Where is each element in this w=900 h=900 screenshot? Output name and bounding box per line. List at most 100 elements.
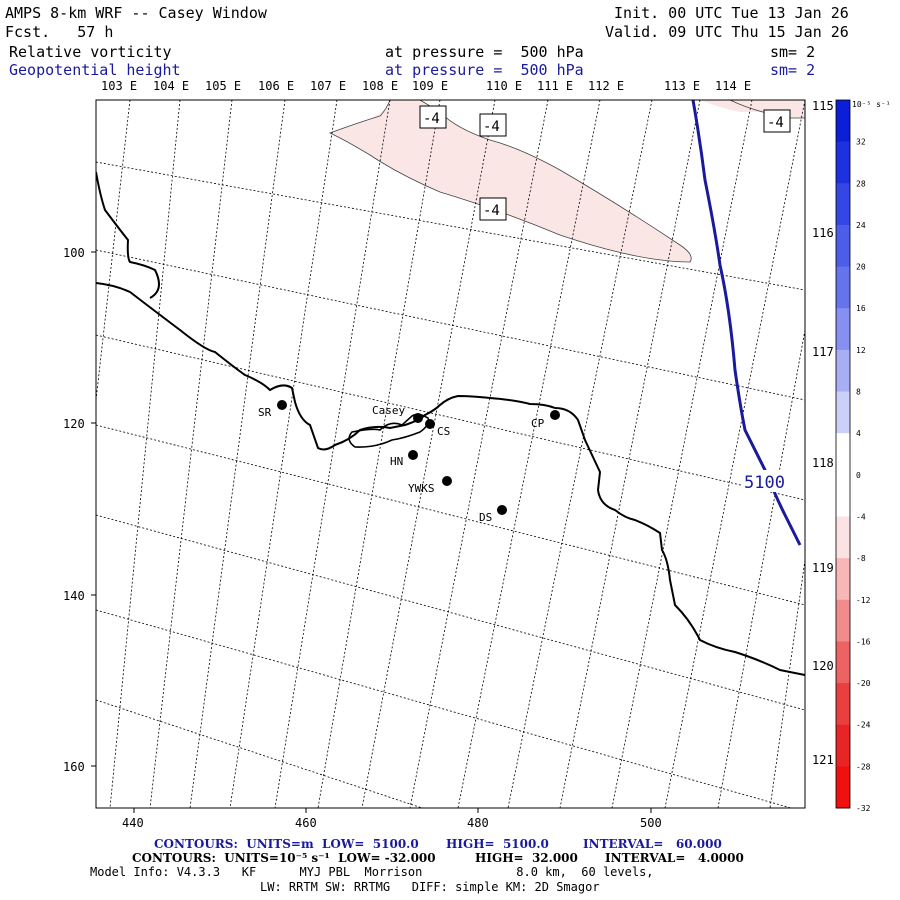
station-marker-cs: [425, 419, 435, 429]
colorbar-label: 12: [856, 346, 866, 355]
colorbar-label: 0: [856, 471, 861, 480]
footer-height-high: HIGH= 5100.0: [446, 837, 549, 851]
station-label-casey: Casey: [372, 404, 405, 417]
init-time: Init. 00 UTC Tue 13 Jan 26: [614, 4, 849, 22]
graticule: [96, 100, 805, 808]
y-tick-label: 100: [63, 246, 85, 260]
colorbar-swatch: [836, 641, 850, 684]
colorbar-label: 8: [856, 388, 861, 397]
valid-time: Valid. 09 UTC Thu 15 Jan 26: [605, 23, 849, 41]
colorbar-label: 4: [856, 429, 861, 438]
station-marker-hn: [408, 450, 418, 460]
x-axis: 440 460 480 500: [122, 808, 662, 830]
lon-label: 109 E: [412, 79, 448, 93]
contour-labels: -4 -4 -4 -4 5100: [419, 105, 791, 493]
station-marker-sr: [277, 400, 287, 410]
vort-label: -4: [767, 115, 784, 131]
vort-label: -4: [483, 119, 500, 135]
height-contour-5100: [691, 100, 802, 546]
vort-label: -4: [483, 203, 500, 219]
station-marker-casey: [413, 413, 423, 423]
x-tick-label: 500: [640, 816, 662, 830]
station-label-cp: CP: [531, 417, 545, 430]
colorbar-label: 16: [856, 304, 866, 313]
station-label-hn: HN: [390, 455, 403, 468]
colorbar-label: -32: [856, 804, 871, 813]
footer-model-info: Model Info: V4.3.3 KF MYJ PBL Morrison 8…: [90, 865, 654, 879]
lon-label: 103 E: [101, 79, 137, 93]
lon-label: 114 E: [715, 79, 751, 93]
colorbar-label: 24: [856, 221, 866, 230]
colorbar-label: -8: [856, 554, 866, 563]
station-label-ywks: YWKS: [408, 482, 435, 495]
colorbar-swatch: [836, 349, 850, 393]
colorbar-label: -16: [856, 637, 871, 646]
colorbar-units: 10⁻⁵ s⁻¹: [852, 100, 891, 109]
lon-label: 104 E: [153, 79, 189, 93]
lon-labels-top: 103 E 104 E 105 E 106 E 107 E 108 E 109 …: [101, 79, 751, 93]
forecast-hour: Fcst. 57 h: [5, 23, 114, 41]
colorbar-swatch: [836, 599, 850, 642]
field2-level: at pressure = 500 hPa: [385, 61, 584, 79]
colorbar-swatch: [836, 474, 850, 517]
y-tick-label: 160: [63, 760, 85, 774]
lon-label: 107 E: [310, 79, 346, 93]
footer-vort-high: HIGH= 32.000: [475, 851, 578, 865]
footer-height-contours: CONTOURS: UNITS=m LOW= 5100.0: [154, 837, 419, 851]
station-label-sr: SR: [258, 406, 272, 419]
colorbar-label: 28: [856, 179, 866, 188]
colorbar-swatch: [836, 100, 850, 143]
height-label: 5100: [744, 473, 785, 493]
vorticity-negative-area: [328, 100, 692, 263]
x-tick-label: 480: [467, 816, 489, 830]
station-marker-cp: [550, 410, 560, 420]
lon-label: 112 E: [588, 79, 624, 93]
colorbar-swatch: [836, 266, 850, 309]
footer-height-interval: INTERVAL= 60.000: [583, 837, 722, 851]
field1-smooth: sm= 2: [770, 43, 816, 61]
colorbar-swatch: [836, 391, 850, 434]
lon-label: 105 E: [205, 79, 241, 93]
colorbar-swatch: [836, 433, 850, 476]
station-marker-ywks: [442, 476, 452, 486]
colorbar-label: 32: [856, 138, 866, 147]
vort-label: -4: [423, 111, 440, 127]
colorbar-swatch: [836, 766, 850, 809]
coastline: [96, 282, 805, 676]
x-tick-label: 440: [122, 816, 144, 830]
colorbar-swatch: [836, 516, 850, 559]
y-tick-label: 120: [63, 417, 85, 431]
colorbar-label: 20: [856, 263, 866, 272]
colorbar-swatch: [836, 558, 850, 601]
y-tick-label: 140: [63, 589, 85, 603]
plot-frame: [95, 99, 806, 809]
footer-physics: LW: RRTM SW: RRTMG DIFF: simple KM: 2D S…: [260, 880, 600, 894]
coastline-north: [96, 171, 160, 299]
lon-label: 110 E: [486, 79, 522, 93]
colorbar-swatch: [836, 141, 850, 184]
colorbar-label: -20: [856, 679, 871, 688]
station-label-cs: CS: [437, 425, 450, 438]
lon-label: 108 E: [362, 79, 398, 93]
colorbar-frame: [835, 99, 851, 809]
colorbar-label: -12: [856, 596, 871, 605]
lon-label: 111 E: [537, 79, 573, 93]
lon-label: 106 E: [258, 79, 294, 93]
field2-smooth: sm= 2: [770, 61, 816, 79]
colorbar-swatch: [836, 224, 850, 268]
footer-vort-contours: CONTOURS: UNITS=10⁻⁵ s⁻¹ LOW= -32.000: [132, 851, 436, 865]
lon-label: 113 E: [664, 79, 700, 93]
colorbar-swatch: [836, 308, 850, 351]
footer-vort-interval: INTERVAL= 4.0000: [605, 851, 744, 865]
colorbar-label: -24: [856, 721, 871, 730]
map-title: AMPS 8-km WRF -- Casey Window: [5, 4, 267, 22]
colorbar-swatch: [836, 183, 850, 226]
field2-name: Geopotential height: [9, 61, 181, 79]
station-marker-ds: [497, 505, 507, 515]
colorbar-label: -4: [856, 512, 866, 521]
x-tick-label: 460: [295, 816, 317, 830]
field1-level: at pressure = 500 hPa: [385, 43, 584, 61]
colorbar-label: -28: [856, 762, 871, 771]
station-label-ds: DS: [479, 511, 492, 524]
